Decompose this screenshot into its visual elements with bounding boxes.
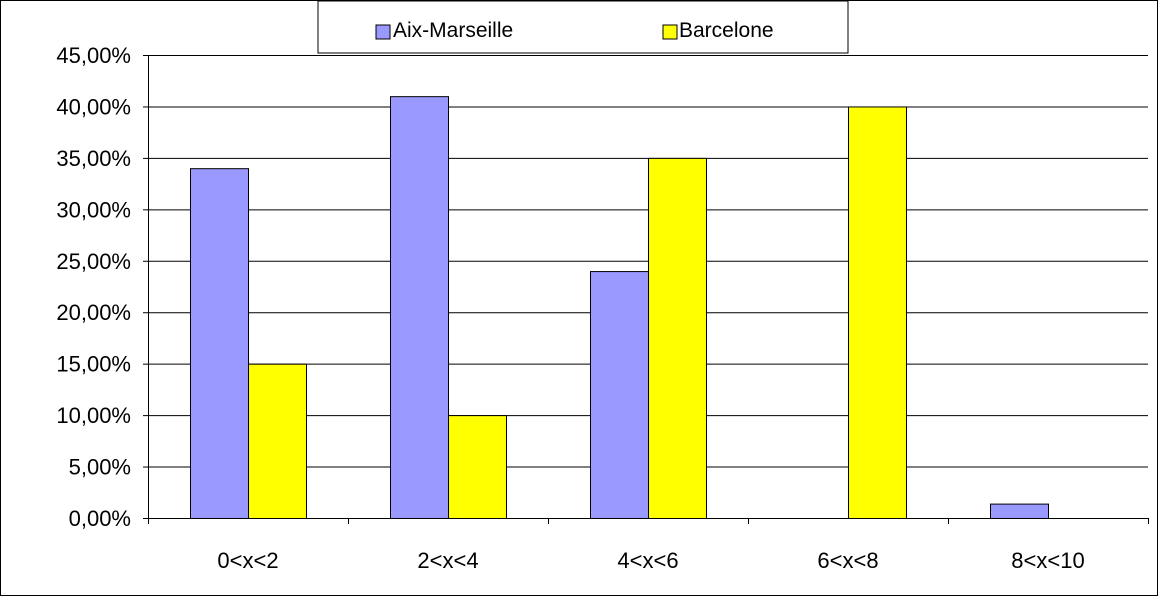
y-tick-label: 10,00% [56,403,131,428]
axes [148,55,1148,519]
bar [990,503,1049,519]
bar [448,415,507,519]
legend: Aix-Marseille Barcelone [317,0,849,54]
y-tick-label: 40,00% [56,94,131,119]
x-category-label: 4<x<6 [617,548,678,573]
y-tick-label: 25,00% [56,249,131,274]
y-tick-label: 35,00% [56,146,131,171]
legend-swatch-aix-marseille [375,24,391,40]
x-category-label: 8<x<10 [1011,548,1084,573]
x-category-label: 0<x<2 [217,548,278,573]
bar [248,363,307,519]
x-category-label: 2<x<4 [417,548,478,573]
legend-label-aix-marseille: Aix-Marseille [393,19,513,42]
legend-box [317,0,849,54]
y-tick-label: 0,00% [69,506,131,531]
y-tick-label: 20,00% [56,300,131,325]
bars [190,96,1049,520]
bar [190,168,249,520]
x-category-labels: 0<x<2 2<x<4 4<x<6 6<x<8 8<x<10 [217,548,1084,573]
y-tick-labels: 0,00% 5,00% 10,00% 15,00% 20,00% 25,00% 30,00%… [56,43,131,531]
tick-marks [143,55,1149,524]
bar [848,106,907,519]
x-category-label: 6<x<8 [817,548,878,573]
bar [648,157,707,519]
legend-label-barcelone: Barcelone [679,19,774,42]
bar [390,96,449,520]
bar [590,271,649,520]
y-tick-label: 15,00% [56,352,131,377]
y-tick-label: 45,00% [56,43,131,68]
legend-swatch-barcelone [662,24,678,40]
y-tick-label: 30,00% [56,197,131,222]
y-tick-label: 5,00% [69,455,131,480]
